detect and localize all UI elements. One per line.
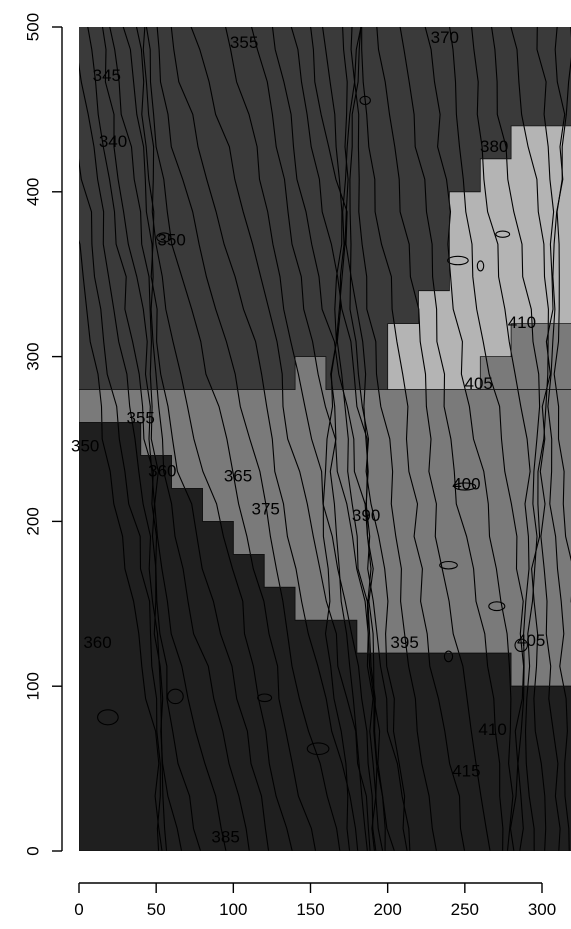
x-tick-label-6: 300 xyxy=(528,900,556,919)
contour-line-30 xyxy=(510,27,549,851)
x-tick-label-4: 200 xyxy=(374,900,402,919)
contour-loop-5 xyxy=(439,560,458,570)
contour-loop-13 xyxy=(476,260,485,272)
contour-line-4 xyxy=(101,27,202,851)
contour-line-7 xyxy=(135,27,270,851)
contour-line-31 xyxy=(536,27,561,851)
contour-label-20: 385 xyxy=(211,827,239,846)
contour-loop-11 xyxy=(167,688,184,705)
y-tick-label-5: 500 xyxy=(23,13,42,41)
y-axis: 0 100 200 300 400 500 xyxy=(23,13,63,856)
contour-line-23 xyxy=(361,27,466,851)
y-tick-label-4: 400 xyxy=(23,178,42,206)
y-tick-label-0: 0 xyxy=(23,846,42,855)
contour-line-0 xyxy=(79,239,163,851)
contour-label-12: 400 xyxy=(452,475,480,494)
y-tick-label-3: 300 xyxy=(23,342,42,370)
contour-line-33 xyxy=(553,27,571,604)
contour-label-19: 415 xyxy=(452,761,480,780)
contour-label-2: 345 xyxy=(93,66,121,85)
zone-boundary-0 xyxy=(387,125,571,391)
contour-line-12 xyxy=(190,27,371,851)
contour-line-20 xyxy=(336,27,386,851)
y-tick-label-1: 100 xyxy=(23,672,42,700)
contour-loop-6 xyxy=(443,650,454,663)
contour-label-5: 350 xyxy=(157,231,185,250)
x-tick-label-5: 250 xyxy=(451,900,479,919)
contour-line-27 xyxy=(449,27,525,851)
contour-line-11 xyxy=(170,27,359,851)
contour-line-22 xyxy=(354,27,438,851)
contour-loop-12 xyxy=(359,95,371,106)
contour-label-11: 365 xyxy=(224,466,252,485)
contour-label-14: 390 xyxy=(352,506,380,525)
contour-loop-4 xyxy=(488,601,506,612)
contour-loop-10 xyxy=(495,230,511,238)
contour-line-24 xyxy=(376,27,491,851)
contour-lines-layer xyxy=(79,27,571,851)
contour-label-0: 355 xyxy=(230,33,258,52)
contour-label-9: 350 xyxy=(71,437,99,456)
contour-label-1: 370 xyxy=(431,28,459,47)
x-tick-label-1: 50 xyxy=(147,900,166,919)
contour-line-5 xyxy=(109,27,227,851)
contour-line-19 xyxy=(329,27,368,851)
contour-line-25 xyxy=(399,27,504,851)
contour-loop-8 xyxy=(514,638,528,653)
contour-loop-7 xyxy=(447,255,469,266)
contour-line-9 xyxy=(145,27,317,851)
contour-line-32 xyxy=(547,27,570,851)
contour-line-16 xyxy=(290,27,395,851)
contour-label-18: 410 xyxy=(478,720,506,739)
contour-line-21 xyxy=(349,27,408,851)
contour-loop-1 xyxy=(306,742,330,756)
contour-line-18 xyxy=(322,27,351,851)
contour-label-15: 395 xyxy=(390,633,418,652)
contour-line-3 xyxy=(87,27,183,851)
x-tick-label-3: 150 xyxy=(296,900,324,919)
contour-label-4: 380 xyxy=(480,137,508,156)
y-tick-label-2: 200 xyxy=(23,507,42,535)
contour-label-13: 375 xyxy=(252,499,280,518)
contour-loop-0 xyxy=(453,482,477,491)
contour-line-17 xyxy=(310,27,411,851)
contour-label-6: 410 xyxy=(508,313,536,332)
contour-loop-3 xyxy=(156,232,172,243)
contour-loop-2 xyxy=(97,709,119,726)
contour-loop-9 xyxy=(257,693,273,703)
contour-line-29 xyxy=(491,27,541,851)
zone-boundary-2 xyxy=(79,422,571,851)
contour-label-10: 360 xyxy=(148,461,176,480)
contour-line-1 xyxy=(79,158,161,851)
contour-line-13 xyxy=(225,27,377,851)
contour-label-7: 405 xyxy=(465,374,493,393)
contour-labels-layer: 355 370 345 340 380 350 410 405 355 350 360 365 400 3… xyxy=(71,28,545,846)
contour-label-3: 340 xyxy=(99,132,127,151)
contour-label-16: 405 xyxy=(517,631,545,650)
zone-3 xyxy=(79,422,571,851)
contour-line-6 xyxy=(122,27,250,851)
x-tick-label-2: 100 xyxy=(219,900,247,919)
contour-line-10 xyxy=(156,27,341,851)
contour-line-28 xyxy=(471,27,531,851)
contour-label-8: 355 xyxy=(127,409,155,428)
contour-line-15 xyxy=(271,27,384,851)
contour-line-26 xyxy=(424,27,514,851)
x-tick-label-0: 0 xyxy=(74,900,83,919)
contour-line-8 xyxy=(142,27,293,851)
contour-label-17: 360 xyxy=(83,633,111,652)
x-axis: 0 50 100 150 200 250 300 xyxy=(74,882,556,919)
